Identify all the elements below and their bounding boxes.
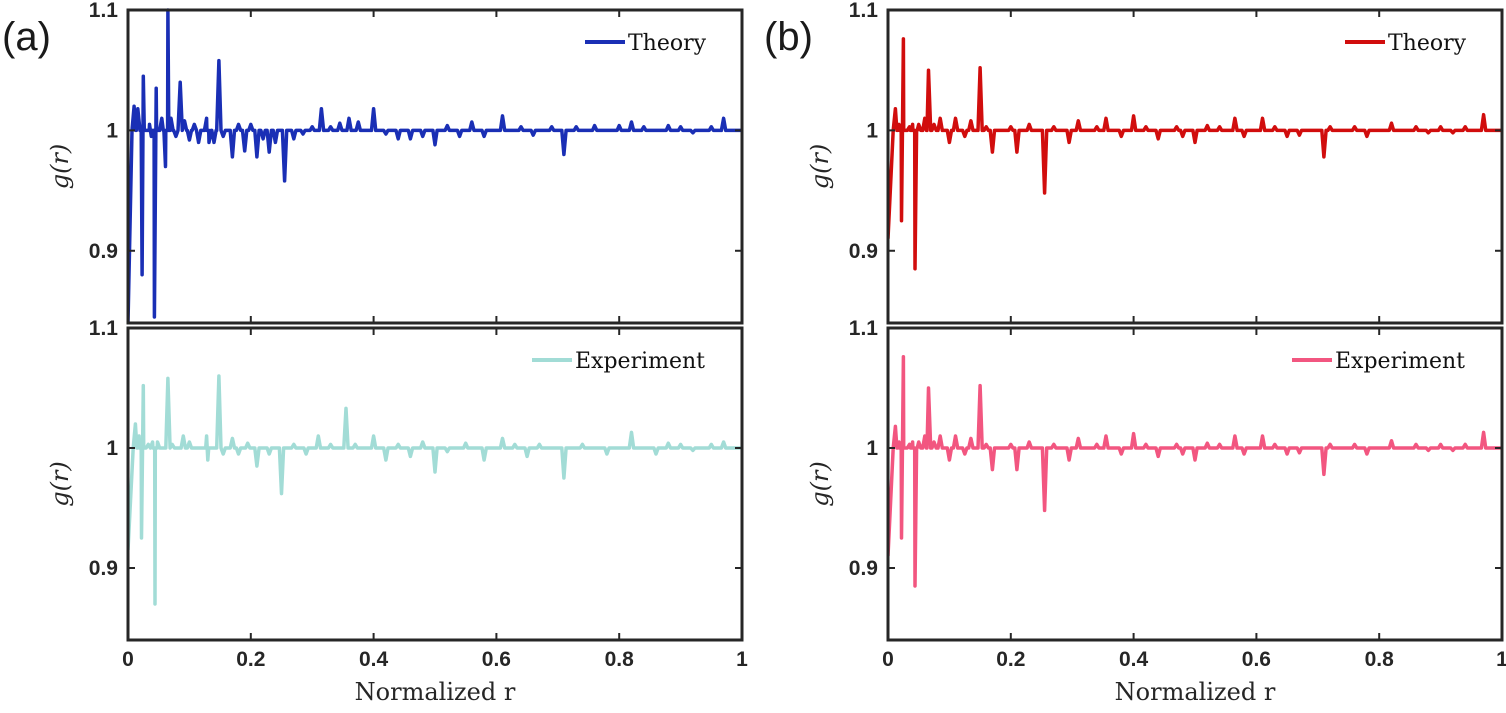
x-tick-label: 0.2 [236,648,265,671]
legend-label: Theory [628,31,707,56]
y-tick-label: 1.1 [89,0,119,22]
y-tick-label: 1.1 [849,317,879,340]
panel-label-b: (b) [764,15,813,59]
plots-container: 0.9 1 1.1 g(r) Theory 0.9 1 1.1 0 0.2 0.4 0.6 0.8 1 g(… [46,0,1506,706]
chart-b-bottom: 0.9 1 1.1 0 0.2 0.4 0.6 0.8 1 g(r) Normalized r Exp… [806,317,1506,706]
y-axis-label: g(r) [46,461,74,507]
x-tick-label: 0.6 [1242,648,1271,671]
axes-frame [126,8,744,325]
legend-label: Theory [1388,31,1467,56]
y-axis-label: g(r) [806,461,834,507]
x-tick-label: 0.6 [482,648,511,671]
y-tick-label: 1 [866,437,878,460]
x-tick-label: 0 [122,648,134,671]
legend-label: Experiment [1335,349,1465,374]
y-tick-label: 1.1 [89,317,119,340]
x-tick-label: 0 [882,648,894,671]
y-tick-label: 0.9 [849,557,878,580]
x-axis-label: Normalized r [355,678,516,706]
y-tick-label: 0.9 [89,557,118,580]
y-tick-label: 1 [106,119,118,142]
x-tick-label: 0.4 [359,648,389,671]
x-tick-label: 0.2 [996,648,1025,671]
series-line-experiment [888,355,1502,588]
chart-a-bottom: 0.9 1 1.1 0 0.2 0.4 0.6 0.8 1 g(r) Normalized r Exp… [46,317,748,706]
y-axis-label: g(r) [806,144,834,190]
chart-a-top: 0.9 1 1.1 g(r) Theory [46,0,744,325]
y-tick-label: 1 [106,437,118,460]
y-tick-label: 1.1 [849,0,879,22]
x-tick-label: 0.4 [1119,648,1149,671]
axes-frame [886,326,1504,642]
series-line-theory [888,37,1502,271]
chart-b-top: 0.9 1 1.1 g(r) Theory [806,0,1504,325]
x-axis-label: Normalized r [1115,678,1276,706]
axes-frame [886,8,1504,325]
legend-label: Experiment [575,349,705,374]
x-tick-label: 0.8 [605,648,635,671]
y-tick-label: 1 [866,119,878,142]
panel-label-a: (a) [2,15,51,59]
x-tick-label: 1 [736,648,748,671]
x-tick-label: 0.8 [1365,648,1395,671]
series-line-theory [128,8,742,323]
y-tick-label: 0.9 [849,240,878,263]
axes-frame [126,326,744,642]
y-tick-label: 0.9 [89,240,118,263]
x-tick-label: 1 [1496,648,1506,671]
y-axis-label: g(r) [46,144,74,190]
series-line-experiment [128,374,742,606]
